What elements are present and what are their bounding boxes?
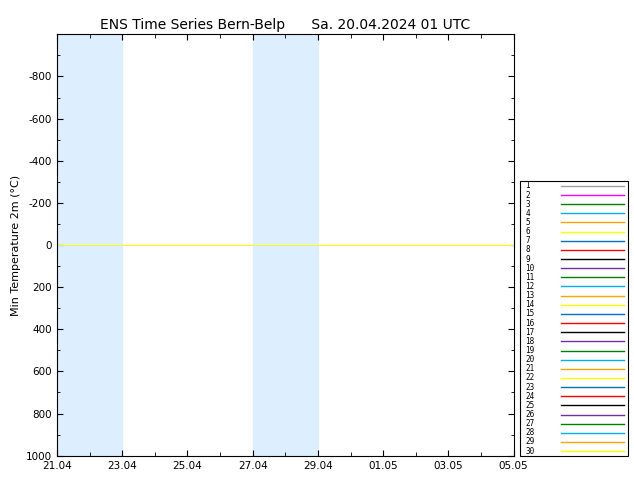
Text: 6: 6 [525,227,530,236]
Text: 20: 20 [525,355,534,364]
Text: 18: 18 [525,337,534,346]
Text: 15: 15 [525,309,534,318]
Title: ENS Time Series Bern-Belp      Sa. 20.04.2024 01 UTC: ENS Time Series Bern-Belp Sa. 20.04.2024… [100,18,470,32]
Text: 11: 11 [525,273,534,282]
Text: 28: 28 [525,428,534,438]
Text: 3: 3 [525,199,530,209]
Text: 30: 30 [525,446,534,456]
Text: 14: 14 [525,300,534,309]
Text: 9: 9 [525,254,530,264]
Text: 24: 24 [525,392,534,401]
Bar [57,34,122,456]
Y-axis label: Min Temperature 2m (°C): Min Temperature 2m (°C) [11,174,20,316]
Text: 26: 26 [525,410,534,419]
Text: 23: 23 [525,383,534,392]
Text: 22: 22 [525,373,534,383]
Text: 7: 7 [525,236,530,245]
Text: 13: 13 [525,291,534,300]
Text: 12: 12 [525,282,534,291]
Text: 27: 27 [525,419,534,428]
Text: 4: 4 [525,209,530,218]
Text: 19: 19 [525,346,534,355]
Text: 8: 8 [525,245,530,254]
Text: 5: 5 [525,218,530,227]
Text: 10: 10 [525,264,534,273]
Text: 25: 25 [525,401,534,410]
Text: 17: 17 [525,328,534,337]
Text: 29: 29 [525,438,534,446]
Text: 1: 1 [525,181,530,191]
Bar [253,34,318,456]
Text: 21: 21 [525,364,534,373]
Text: 16: 16 [525,318,534,328]
Text: 2: 2 [525,191,530,199]
